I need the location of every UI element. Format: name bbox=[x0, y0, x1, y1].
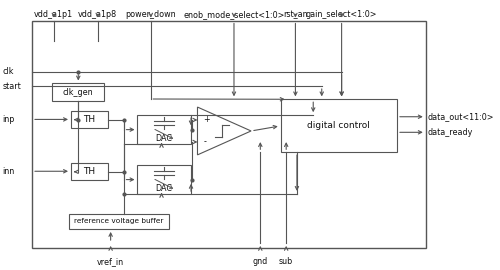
Text: start: start bbox=[2, 82, 22, 91]
FancyBboxPatch shape bbox=[32, 21, 425, 248]
Text: +: + bbox=[204, 116, 210, 124]
Text: power_down: power_down bbox=[126, 10, 176, 19]
Text: reference voltage buffer: reference voltage buffer bbox=[74, 218, 164, 224]
FancyBboxPatch shape bbox=[71, 111, 108, 128]
FancyBboxPatch shape bbox=[138, 165, 191, 194]
Text: DAC: DAC bbox=[156, 134, 172, 143]
Text: data_ready: data_ready bbox=[427, 128, 472, 137]
Text: gnd: gnd bbox=[252, 257, 268, 266]
Polygon shape bbox=[198, 107, 251, 155]
FancyBboxPatch shape bbox=[69, 214, 169, 229]
FancyBboxPatch shape bbox=[280, 99, 397, 153]
Text: vref_in: vref_in bbox=[97, 257, 124, 266]
Text: DAC: DAC bbox=[156, 184, 172, 193]
Text: -: - bbox=[204, 137, 206, 146]
Text: data_out<11:0>: data_out<11:0> bbox=[427, 112, 494, 121]
Text: inn: inn bbox=[2, 167, 15, 176]
Text: TH: TH bbox=[84, 115, 96, 124]
Text: digital control: digital control bbox=[308, 122, 370, 130]
Text: clk_gen: clk_gen bbox=[63, 88, 94, 97]
Text: TH: TH bbox=[84, 167, 96, 176]
Text: gain_select<1:0>: gain_select<1:0> bbox=[306, 10, 378, 19]
FancyBboxPatch shape bbox=[52, 83, 104, 101]
Text: rst_an: rst_an bbox=[283, 10, 308, 19]
Text: clk: clk bbox=[2, 68, 14, 76]
Text: vdd_a1p1: vdd_a1p1 bbox=[34, 10, 74, 19]
FancyBboxPatch shape bbox=[71, 163, 108, 180]
FancyBboxPatch shape bbox=[138, 115, 191, 144]
Text: enob_mode_select<1:0>: enob_mode_select<1:0> bbox=[184, 10, 284, 19]
Text: inp: inp bbox=[2, 115, 15, 124]
Text: vdd_a1p8: vdd_a1p8 bbox=[78, 10, 118, 19]
Text: sub: sub bbox=[279, 257, 293, 266]
